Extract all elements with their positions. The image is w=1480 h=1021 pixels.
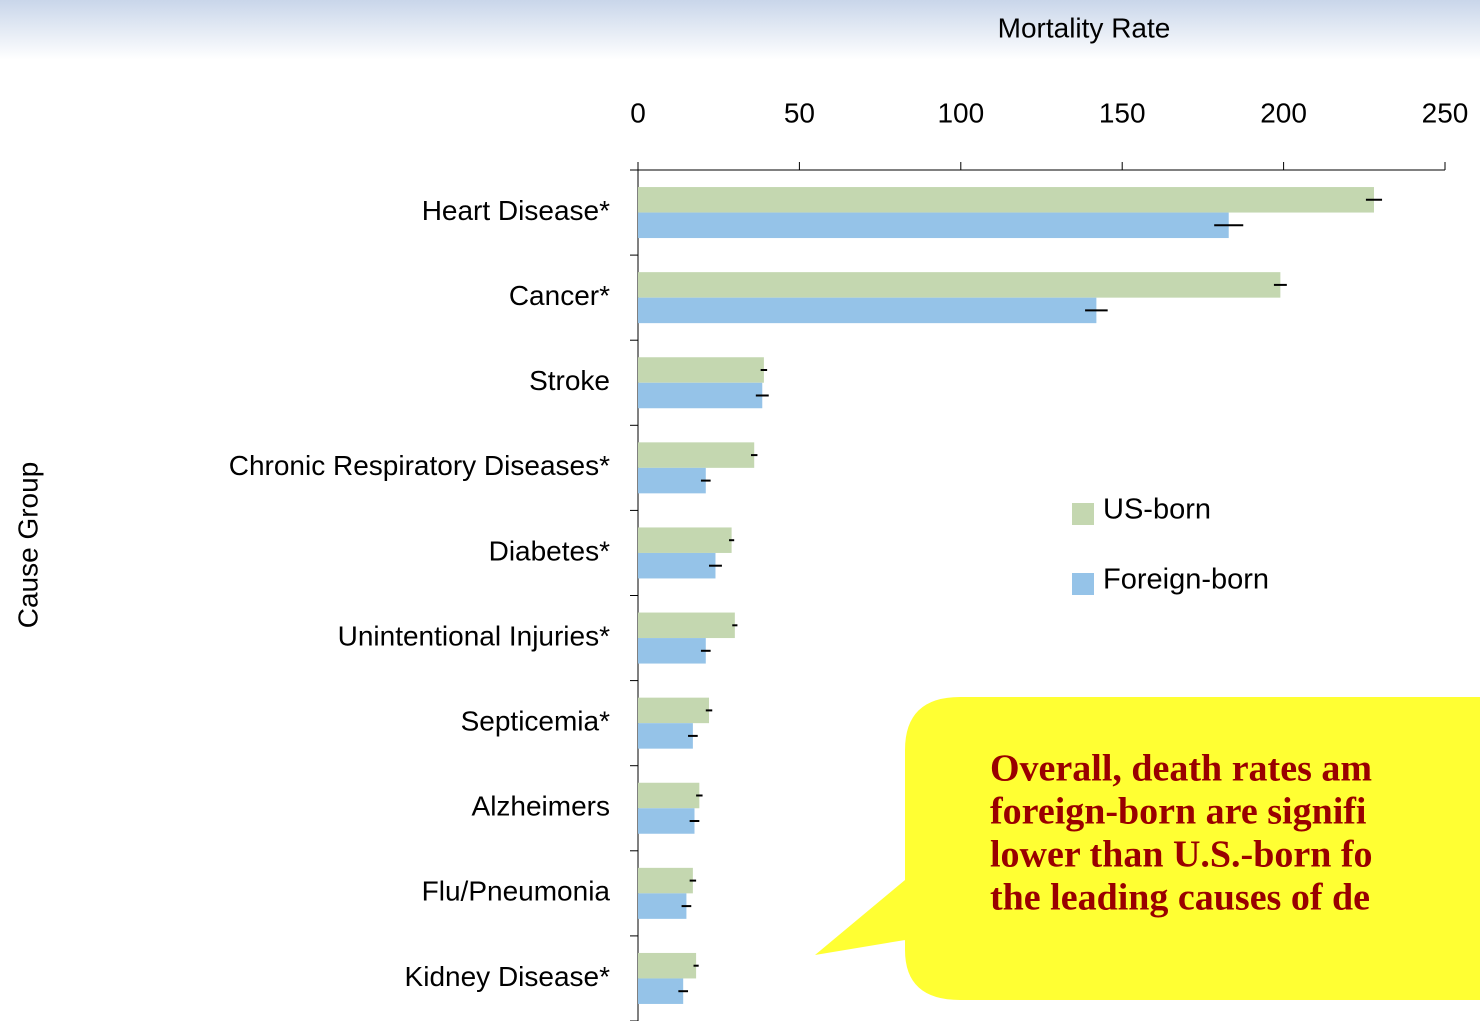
bar bbox=[638, 723, 693, 749]
callout-line: foreign-born are signifi bbox=[990, 791, 1366, 833]
bar bbox=[638, 527, 732, 553]
bar bbox=[638, 638, 706, 664]
callout-line: Overall, death rates am bbox=[990, 748, 1372, 790]
x-tick-label: 100 bbox=[937, 97, 984, 128]
bar bbox=[638, 808, 695, 834]
y-tick-label: Unintentional Injuries* bbox=[338, 620, 610, 651]
y-tick-label: Cancer* bbox=[509, 280, 610, 311]
callout-line: the leading causes of de bbox=[990, 877, 1370, 919]
bar bbox=[638, 978, 684, 1004]
y-axis-label: Cause Group bbox=[12, 462, 43, 629]
plot: 0 50 100 150 200 250 Heart Disease* Cancer* Stro… bbox=[229, 97, 1469, 1021]
bar bbox=[638, 272, 1281, 298]
bar bbox=[638, 297, 1097, 324]
y-tick-label: Stroke bbox=[529, 365, 610, 396]
x-tick-label: 150 bbox=[1099, 97, 1146, 128]
bar bbox=[638, 357, 764, 383]
bar bbox=[638, 467, 706, 494]
bar bbox=[638, 382, 763, 409]
legend-swatch bbox=[1072, 503, 1094, 525]
callout bbox=[815, 697, 1480, 1000]
legend-label: Foreign-born bbox=[1103, 564, 1269, 596]
legend: US-born Foreign-born bbox=[1072, 494, 1269, 596]
x-tick-label: 250 bbox=[1422, 97, 1469, 128]
y-tick-label: Chronic Respiratory Diseases* bbox=[229, 450, 610, 481]
bar bbox=[638, 442, 755, 468]
y-tick-label: Flu/Pneumonia bbox=[422, 876, 611, 907]
y-tick-label: Kidney Disease* bbox=[405, 961, 611, 992]
y-tick-label: Heart Disease* bbox=[422, 195, 610, 226]
bar bbox=[638, 697, 710, 724]
legend-label: US-born bbox=[1103, 494, 1211, 526]
y-tick-label: Alzheimers bbox=[472, 791, 610, 822]
bar bbox=[638, 782, 700, 809]
bar bbox=[638, 612, 735, 639]
bar bbox=[638, 212, 1229, 239]
x-tick-label: 200 bbox=[1260, 97, 1307, 128]
x-axis-label: Mortality Rate bbox=[998, 12, 1171, 43]
bar bbox=[638, 893, 687, 919]
callout-line: lower than U.S.-born fo bbox=[990, 834, 1373, 876]
bar bbox=[638, 867, 693, 894]
header-band bbox=[0, 0, 1480, 60]
bar bbox=[638, 187, 1374, 213]
y-tick-label: Septicemia* bbox=[461, 706, 611, 737]
x-tick-label: 50 bbox=[784, 97, 815, 128]
y-tick-label: Diabetes* bbox=[489, 535, 611, 566]
bar bbox=[638, 552, 716, 579]
legend-swatch bbox=[1072, 573, 1094, 595]
x-tick-label: 0 bbox=[630, 97, 646, 128]
bar bbox=[638, 952, 697, 979]
